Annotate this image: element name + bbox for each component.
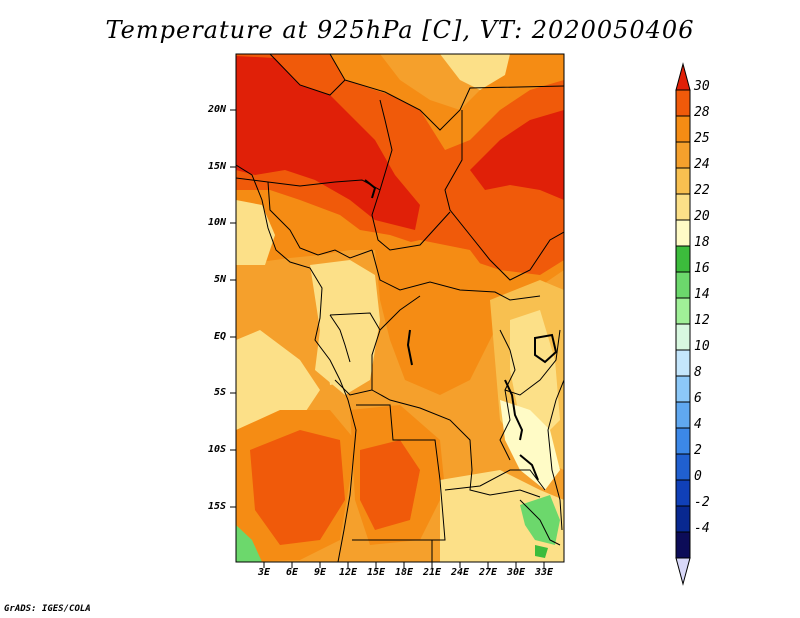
field-atlantic-hot — [250, 430, 345, 545]
lat-label-10s: 10S — [207, 444, 226, 455]
colorbar-swatch — [675, 349, 691, 377]
border-6 — [267, 181, 373, 259]
colorbar-swatch — [675, 323, 691, 351]
lat-label-20n: 20N — [207, 104, 226, 115]
lon-label-15e: 15E — [366, 567, 386, 578]
lat-label-5s: 5S — [213, 387, 226, 398]
border-17 — [504, 329, 561, 396]
field-congo-basin-pale — [320, 295, 375, 385]
colorbar-label: 25 — [694, 131, 710, 146]
colorbar-swatch — [675, 427, 691, 455]
colorbar-label: 14 — [694, 287, 710, 302]
coastline-east — [547, 379, 564, 531]
border-1 — [269, 54, 346, 96]
lon-label-21e: 21E — [422, 567, 442, 578]
colorbar-label: 22 — [694, 183, 710, 198]
colorbar-swatch — [675, 375, 691, 403]
lat-label-eq: EQ — [213, 331, 226, 342]
colorbar-label: -2 — [694, 495, 710, 510]
colorbar-label: 4 — [694, 417, 702, 432]
colorbar-swatch — [675, 115, 691, 143]
field-moz-cream — [500, 400, 560, 490]
lon-label-18e: 18E — [394, 567, 414, 578]
colorbar-swatch — [675, 219, 691, 247]
colorbar-label: 10 — [694, 339, 710, 354]
colorbar-label: 0 — [694, 469, 702, 484]
colorbar-swatch — [675, 505, 691, 533]
colorbar-swatch — [675, 531, 691, 559]
map-title: Temperature at 925hPa [C], VT: 202005040… — [105, 16, 695, 44]
colorbar-swatch — [675, 193, 691, 221]
field-east-hot — [470, 110, 564, 200]
colorbar-swatch — [675, 297, 691, 325]
colorbar-label: 30 — [694, 79, 710, 94]
border-9 — [329, 314, 351, 363]
colorbar-label: 8 — [694, 365, 702, 380]
temperature-field — [236, 54, 564, 562]
colorbar-swatch — [675, 401, 691, 429]
colorbar-swatch — [675, 89, 691, 117]
lon-label-9e: 9E — [313, 567, 327, 578]
colorbar-label: 24 — [694, 157, 710, 172]
lakes — [364, 179, 558, 481]
border-10 — [379, 295, 421, 331]
lat-label-10n: 10N — [207, 217, 226, 228]
lon-label-12e: 12E — [338, 567, 358, 578]
field-angola-warm — [360, 440, 420, 530]
colorbar-bottom-arrow — [675, 557, 691, 586]
border-16 — [519, 499, 561, 546]
colorbar — [675, 62, 691, 586]
lat-label-15s: 15S — [207, 501, 226, 512]
field-small-green — [535, 545, 548, 558]
lake-chad — [364, 179, 377, 199]
border-5 — [379, 99, 393, 191]
credit-text: GrADS: IGES/COLA — [4, 604, 91, 614]
colorbar-swatch — [675, 245, 691, 273]
field-sw-corner-green — [236, 525, 262, 562]
lake-malawi — [519, 454, 539, 481]
colorbar-label: 12 — [694, 313, 710, 328]
field-zambia-pale — [440, 470, 564, 562]
plot-frame — [235, 53, 565, 563]
colorbar-label: 28 — [694, 105, 710, 120]
lon-label-6e: 6E — [285, 567, 299, 578]
coastline-west — [236, 164, 357, 562]
colorbar-swatch — [675, 141, 691, 169]
lat-label-15n: 15N — [207, 161, 226, 172]
political-boundaries — [236, 54, 564, 562]
colorbar-swatch — [675, 167, 691, 195]
colorbar-label: -4 — [694, 521, 710, 536]
border-8 — [329, 312, 381, 396]
colorbar-label: 18 — [694, 235, 710, 250]
colorbar-swatch — [675, 453, 691, 481]
border-2 — [344, 79, 564, 131]
border-7 — [371, 249, 541, 301]
lon-label-33e: 33E — [534, 567, 554, 578]
lat-label-5n: 5N — [213, 274, 226, 285]
tick-marks — [230, 109, 545, 568]
field-sahara-pale — [440, 54, 510, 90]
lake-victoria — [534, 333, 558, 364]
border-15 — [444, 469, 546, 491]
border-3 — [444, 110, 564, 281]
colorbar-label: 6 — [694, 391, 702, 406]
lon-label-24e: 24E — [450, 567, 470, 578]
colorbar-swatch — [675, 271, 691, 299]
colorbar-label: 16 — [694, 261, 710, 276]
lon-label-3e: 3E — [257, 567, 271, 578]
colorbar-label: 20 — [694, 209, 710, 224]
border-11 — [371, 389, 541, 498]
colorbar-label: 2 — [694, 443, 702, 458]
lake-tanganyika — [504, 379, 524, 441]
colorbar-swatch — [675, 479, 691, 507]
border-12 — [352, 404, 446, 541]
field-central-orange — [375, 240, 500, 395]
congo-river — [406, 329, 413, 366]
lon-label-27e: 27E — [478, 567, 498, 578]
lon-label-30e: 30E — [506, 567, 526, 578]
colorbar-top-arrow — [675, 62, 691, 91]
